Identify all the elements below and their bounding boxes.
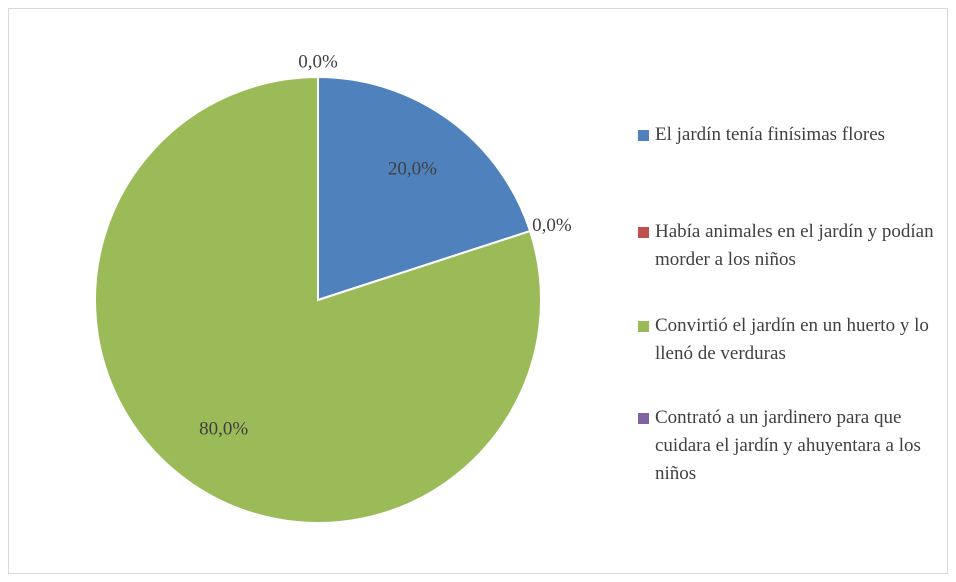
data-label: 80,0%: [199, 418, 248, 439]
chart-border: [8, 8, 948, 574]
data-label: 20,0%: [388, 158, 437, 179]
legend-label: El jardín tenía finísimas flores: [655, 124, 886, 145]
data-label: 0,0%: [532, 215, 572, 236]
legend-swatch: [638, 130, 649, 141]
legend-label: Había animales en el jardín y podían mor…: [655, 221, 934, 270]
legend-swatch: [638, 413, 649, 424]
legend-label: Convirtió el jardín en un huerto y lo ll…: [655, 315, 929, 364]
legend-label: Contrató a un jardinero para que cuidara…: [655, 407, 921, 484]
pie-slice: [317, 75, 532, 302]
legend-swatch: [638, 321, 649, 332]
legend-swatch: [638, 227, 649, 238]
data-label: 0,0%: [298, 51, 338, 72]
